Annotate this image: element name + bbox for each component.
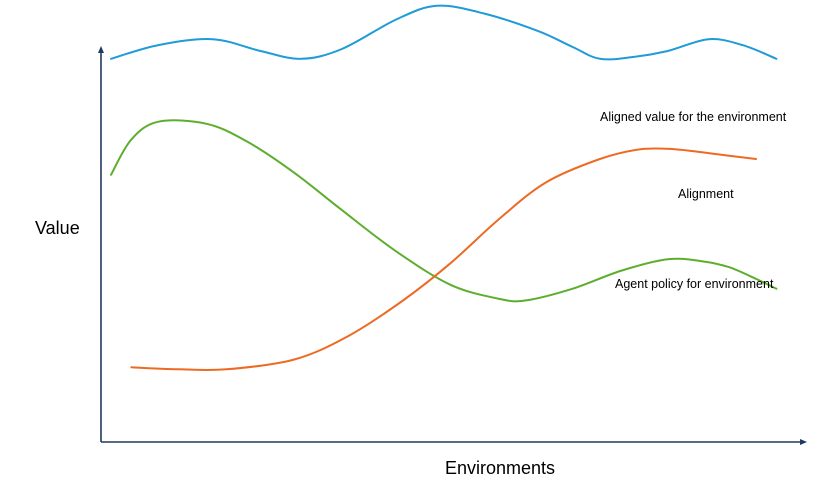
x-axis-label: Environments [445, 458, 555, 478]
series-line-alignment [130, 147, 757, 372]
series-line-aligned-value [110, 4, 778, 61]
y-axis-label: Value [35, 218, 80, 238]
series-label-agent-policy: Agent policy for environment [615, 277, 774, 291]
series-layer [110, 4, 778, 372]
series-label-alignment: Alignment [678, 187, 734, 201]
series-line-agent-policy [110, 119, 778, 303]
series-label-aligned-value: Aligned value for the environment [600, 110, 787, 124]
